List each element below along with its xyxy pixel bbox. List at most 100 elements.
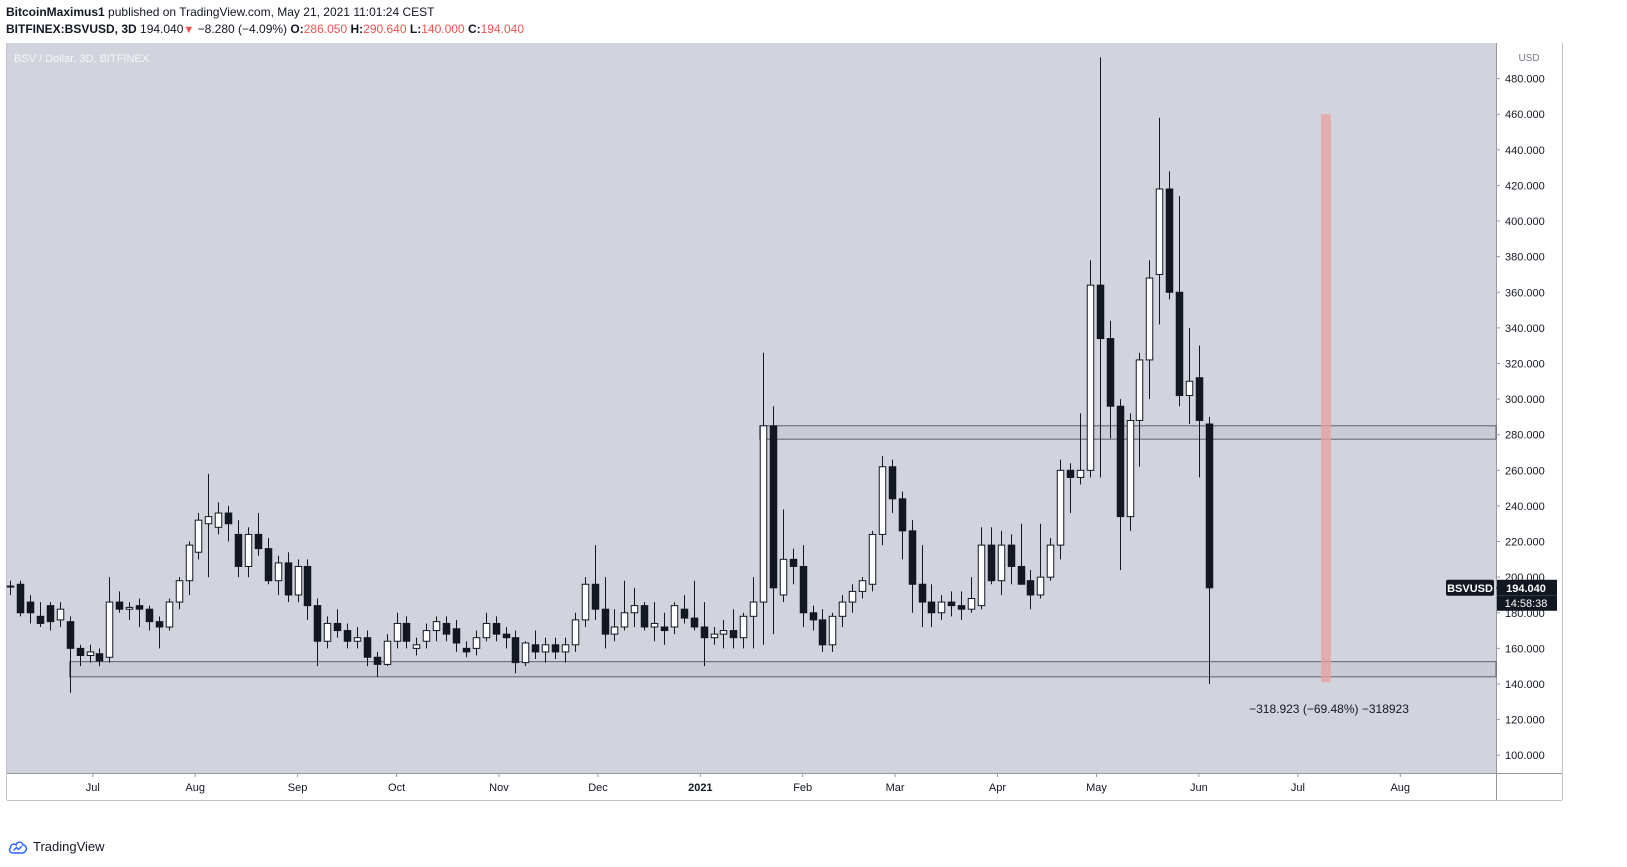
candle-body[interactable]: [640, 605, 649, 628]
candle-body[interactable]: [115, 601, 124, 610]
candle-body[interactable]: [502, 633, 511, 639]
candle-body[interactable]: [214, 512, 223, 528]
candle-body[interactable]: [393, 622, 402, 642]
candle-body[interactable]: [997, 544, 1006, 582]
candle-body[interactable]: [36, 615, 45, 624]
candle-body[interactable]: [294, 565, 303, 596]
candle-body[interactable]: [581, 583, 590, 621]
candle-body[interactable]: [313, 605, 322, 642]
candle-body[interactable]: [1086, 284, 1095, 471]
candle-body[interactable]: [46, 605, 55, 623]
candle-body[interactable]: [511, 637, 520, 664]
candle-body[interactable]: [670, 605, 679, 628]
candle-body[interactable]: [442, 622, 451, 635]
candle-body[interactable]: [1106, 338, 1115, 407]
candle-body[interactable]: [194, 519, 203, 553]
candle-body[interactable]: [383, 640, 392, 665]
candle-body[interactable]: [809, 612, 818, 621]
candle-body[interactable]: [531, 644, 540, 653]
candle-body[interactable]: [700, 626, 709, 639]
candle-body[interactable]: [541, 644, 550, 653]
candle-body[interactable]: [551, 644, 560, 653]
candle-body[interactable]: [927, 601, 936, 614]
candle-body[interactable]: [1056, 469, 1065, 546]
candle-body[interactable]: [521, 642, 530, 664]
author-name[interactable]: BitcoinMaximus1: [6, 5, 105, 19]
candle-body[interactable]: [759, 425, 768, 603]
candle-body[interactable]: [16, 583, 25, 614]
candle-body[interactable]: [492, 622, 501, 635]
tradingview-logo[interactable]: TradingView: [8, 839, 105, 854]
support-zone-2[interactable]: [69, 661, 1497, 678]
candle-body[interactable]: [967, 598, 976, 610]
candle-body[interactable]: [918, 583, 927, 603]
candle-body[interactable]: [1007, 544, 1016, 567]
candle-body[interactable]: [690, 617, 699, 628]
candle-body[interactable]: [56, 608, 65, 621]
candle-body[interactable]: [1096, 284, 1105, 340]
candle-body[interactable]: [254, 533, 263, 550]
candle-body[interactable]: [323, 622, 332, 642]
candle-body[interactable]: [303, 565, 312, 607]
candle-body[interactable]: [472, 637, 481, 649]
candle-body[interactable]: [373, 656, 382, 665]
candle-body[interactable]: [1155, 188, 1164, 275]
candle-body[interactable]: [412, 644, 421, 649]
price-tag-box[interactable]: [1497, 579, 1557, 596]
candle-body[interactable]: [1026, 580, 1035, 596]
candle-body[interactable]: [264, 548, 273, 582]
candle-body[interactable]: [610, 626, 619, 635]
candle-body[interactable]: [749, 601, 758, 617]
candle-body[interactable]: [76, 647, 85, 656]
candle-body[interactable]: [234, 533, 243, 567]
candle-body[interactable]: [1165, 188, 1174, 293]
candle-body[interactable]: [1017, 565, 1026, 585]
candle-body[interactable]: [898, 498, 907, 532]
candle-body[interactable]: [620, 612, 629, 628]
candle-body[interactable]: [680, 608, 689, 619]
candle-body[interactable]: [1116, 405, 1125, 518]
candle-body[interactable]: [957, 605, 966, 610]
plot-area[interactable]: [7, 43, 1496, 773]
candle-body[interactable]: [95, 653, 104, 662]
candle-body[interactable]: [1046, 544, 1055, 578]
candle-body[interactable]: [1066, 469, 1075, 478]
candle-body[interactable]: [838, 601, 847, 617]
candle-body[interactable]: [1036, 576, 1045, 596]
candle-body[interactable]: [482, 622, 491, 639]
candle-body[interactable]: [601, 608, 610, 635]
candle-body[interactable]: [987, 544, 996, 582]
candle-body[interactable]: [1076, 469, 1085, 478]
candle-body[interactable]: [462, 647, 471, 653]
candle-body[interactable]: [729, 630, 738, 639]
candle-body[interactable]: [719, 630, 728, 635]
candle-body[interactable]: [452, 628, 461, 644]
candle-body[interactable]: [1195, 377, 1204, 421]
candle-body[interactable]: [86, 651, 95, 656]
candle-body[interactable]: [274, 562, 283, 582]
candle-body[interactable]: [858, 580, 867, 592]
candle-body[interactable]: [185, 544, 194, 582]
candle-body[interactable]: [779, 558, 788, 596]
candle-body[interactable]: [135, 605, 144, 610]
candle-body[interactable]: [908, 530, 917, 585]
candle-body[interactable]: [175, 580, 184, 603]
candle-body[interactable]: [284, 562, 293, 596]
candle-body[interactable]: [789, 558, 798, 567]
candle-body[interactable]: [145, 608, 154, 623]
candle-body[interactable]: [868, 533, 877, 585]
candle-body[interactable]: [333, 622, 342, 632]
candle-body[interactable]: [165, 601, 174, 628]
candle-body[interactable]: [650, 622, 659, 628]
candle-body[interactable]: [1175, 291, 1184, 397]
candle-body[interactable]: [769, 425, 778, 589]
candle-body[interactable]: [125, 606, 134, 610]
candle-body[interactable]: [224, 512, 233, 525]
candle-body[interactable]: [818, 619, 827, 646]
candle-body[interactable]: [660, 626, 669, 632]
candle-body[interactable]: [710, 633, 719, 639]
candle-body[interactable]: [630, 605, 639, 614]
symbol-tag-box[interactable]: [1446, 579, 1494, 596]
candle-body[interactable]: [432, 621, 441, 632]
candle-body[interactable]: [26, 601, 35, 614]
